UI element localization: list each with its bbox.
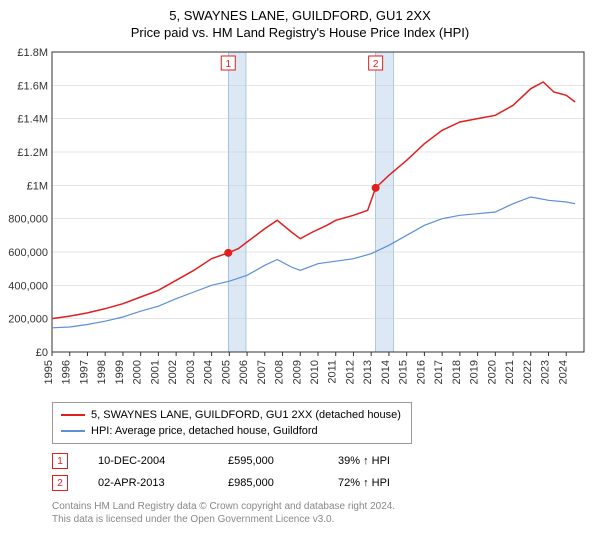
sale-price: £985,000 (228, 477, 308, 489)
svg-text:2012: 2012 (344, 360, 356, 384)
svg-text:2021: 2021 (504, 360, 516, 384)
svg-text:£800,000: £800,000 (8, 214, 48, 226)
svg-text:2008: 2008 (274, 360, 286, 384)
svg-text:2014: 2014 (380, 360, 392, 384)
svg-text:£1.2M: £1.2M (17, 147, 48, 159)
svg-text:2023: 2023 (540, 360, 552, 384)
svg-text:2002: 2002 (167, 360, 179, 384)
sale-pct-vs-hpi: 72% ↑ HPI (338, 477, 428, 489)
svg-text:2020: 2020 (486, 360, 498, 384)
price-chart: £0 £200,000 £400,000 £600,000 £800,000 £1M £1.… (8, 46, 592, 396)
svg-text:£400,000: £400,000 (8, 280, 48, 292)
svg-text:2022: 2022 (522, 360, 534, 384)
legend-item: HPI: Average price, detached house, Guil… (61, 423, 403, 439)
svg-text:2010: 2010 (309, 360, 321, 384)
svg-text:2018: 2018 (451, 360, 463, 384)
legend-swatch (61, 430, 85, 432)
footer-line: Contains HM Land Registry data © Crown c… (52, 500, 592, 513)
svg-text:2001: 2001 (149, 360, 161, 384)
svg-text:£200,000: £200,000 (8, 314, 48, 326)
svg-text:1999: 1999 (114, 360, 126, 384)
svg-text:2009: 2009 (291, 360, 303, 384)
svg-text:2024: 2024 (557, 360, 569, 384)
svg-text:1996: 1996 (61, 360, 73, 384)
page-title-sub: Price paid vs. HM Land Registry's House … (8, 25, 592, 40)
svg-text:2011: 2011 (327, 360, 339, 384)
svg-text:2003: 2003 (185, 360, 197, 384)
sale-date: 02-APR-2013 (98, 477, 198, 489)
attribution-footer: Contains HM Land Registry data © Crown c… (52, 500, 592, 526)
svg-text:1995: 1995 (43, 360, 55, 384)
svg-text:1997: 1997 (78, 360, 90, 384)
legend-item: 5, SWAYNES LANE, GUILDFORD, GU1 2XX (det… (61, 407, 403, 423)
svg-text:2016: 2016 (415, 360, 427, 384)
svg-text:£1.4M: £1.4M (17, 114, 48, 126)
svg-text:1: 1 (225, 59, 231, 70)
sale-marker: 2 (52, 475, 68, 491)
sale-price: £595,000 (228, 455, 308, 467)
sales-table: 1 10-DEC-2004 £595,000 39% ↑ HPI 2 02-APR-201… (52, 450, 592, 494)
svg-text:2: 2 (373, 59, 379, 70)
svg-text:£1M: £1M (27, 180, 48, 192)
svg-text:2004: 2004 (203, 360, 215, 384)
svg-text:£600,000: £600,000 (8, 247, 48, 259)
sale-date: 10-DEC-2004 (98, 455, 198, 467)
page-title-address: 5, SWAYNES LANE, GUILDFORD, GU1 2XX (8, 8, 592, 23)
sale-row: 1 10-DEC-2004 £595,000 39% ↑ HPI (52, 450, 592, 472)
svg-text:2000: 2000 (132, 360, 144, 384)
svg-text:£1.8M: £1.8M (17, 47, 48, 59)
svg-text:£1.6M: £1.6M (17, 80, 48, 92)
footer-line: This data is licensed under the Open Gov… (52, 513, 592, 526)
sale-row: 2 02-APR-2013 £985,000 72% ↑ HPI (52, 472, 592, 494)
legend-label: HPI: Average price, detached house, Guil… (91, 425, 318, 437)
svg-text:2006: 2006 (238, 360, 250, 384)
legend-label: 5, SWAYNES LANE, GUILDFORD, GU1 2XX (det… (91, 409, 401, 421)
svg-text:1998: 1998 (96, 360, 108, 384)
svg-text:2013: 2013 (362, 360, 374, 384)
legend-swatch (61, 414, 85, 416)
svg-text:2005: 2005 (220, 360, 232, 384)
sale-marker: 1 (52, 453, 68, 469)
svg-text:2015: 2015 (398, 360, 410, 384)
legend: 5, SWAYNES LANE, GUILDFORD, GU1 2XX (det… (52, 402, 412, 444)
svg-text:£0: £0 (36, 347, 48, 359)
svg-text:2019: 2019 (469, 360, 481, 384)
sale-pct-vs-hpi: 39% ↑ HPI (338, 455, 428, 467)
svg-text:2017: 2017 (433, 360, 445, 384)
svg-text:2007: 2007 (256, 360, 268, 384)
